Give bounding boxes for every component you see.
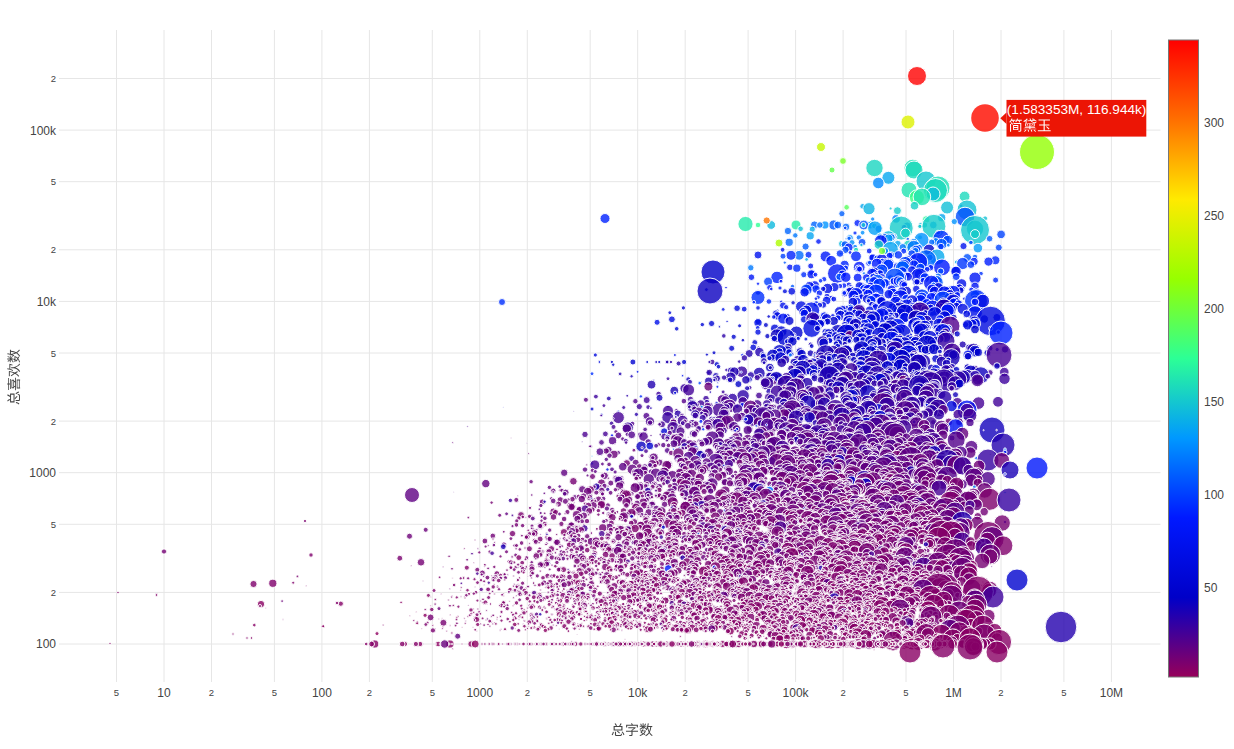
svg-text:2: 2 [525, 687, 530, 698]
svg-text:2: 2 [51, 587, 56, 598]
svg-text:200: 200 [1204, 302, 1224, 316]
svg-text:1000: 1000 [29, 466, 56, 480]
svg-text:150: 150 [1204, 395, 1224, 409]
svg-text:2: 2 [51, 244, 56, 255]
svg-text:1M: 1M [945, 686, 962, 700]
svg-text:100: 100 [1204, 488, 1224, 502]
svg-text:5: 5 [588, 687, 593, 698]
svg-text:2: 2 [51, 416, 56, 427]
svg-text:5: 5 [745, 687, 750, 698]
svg-text:2: 2 [51, 73, 56, 84]
svg-text:2: 2 [683, 687, 688, 698]
svg-text:2: 2 [367, 687, 372, 698]
svg-text:5: 5 [430, 687, 435, 698]
svg-text:100: 100 [312, 686, 332, 700]
svg-text:250: 250 [1204, 209, 1224, 223]
svg-text:1000: 1000 [466, 686, 493, 700]
svg-text:5: 5 [51, 176, 56, 187]
svg-text:100k: 100k [783, 686, 810, 700]
svg-text:100k: 100k [30, 124, 57, 138]
svg-text:5: 5 [51, 519, 56, 530]
svg-text:50: 50 [1204, 581, 1218, 595]
svg-text:2: 2 [998, 687, 1003, 698]
svg-text:300: 300 [1204, 116, 1224, 130]
svg-text:100: 100 [36, 637, 56, 651]
svg-text:10k: 10k [37, 295, 57, 309]
svg-text:2: 2 [840, 687, 845, 698]
svg-text:10M: 10M [1100, 686, 1123, 700]
svg-text:2: 2 [209, 687, 214, 698]
svg-text:10: 10 [157, 686, 171, 700]
svg-text:5: 5 [1061, 687, 1066, 698]
svg-text:5: 5 [272, 687, 277, 698]
svg-text:(1.583353M, 116.944k): (1.583353M, 116.944k) [1007, 102, 1147, 117]
svg-text:10k: 10k [628, 686, 648, 700]
svg-text:5: 5 [114, 687, 119, 698]
svg-text:5: 5 [903, 687, 908, 698]
svg-text:5: 5 [51, 348, 56, 359]
